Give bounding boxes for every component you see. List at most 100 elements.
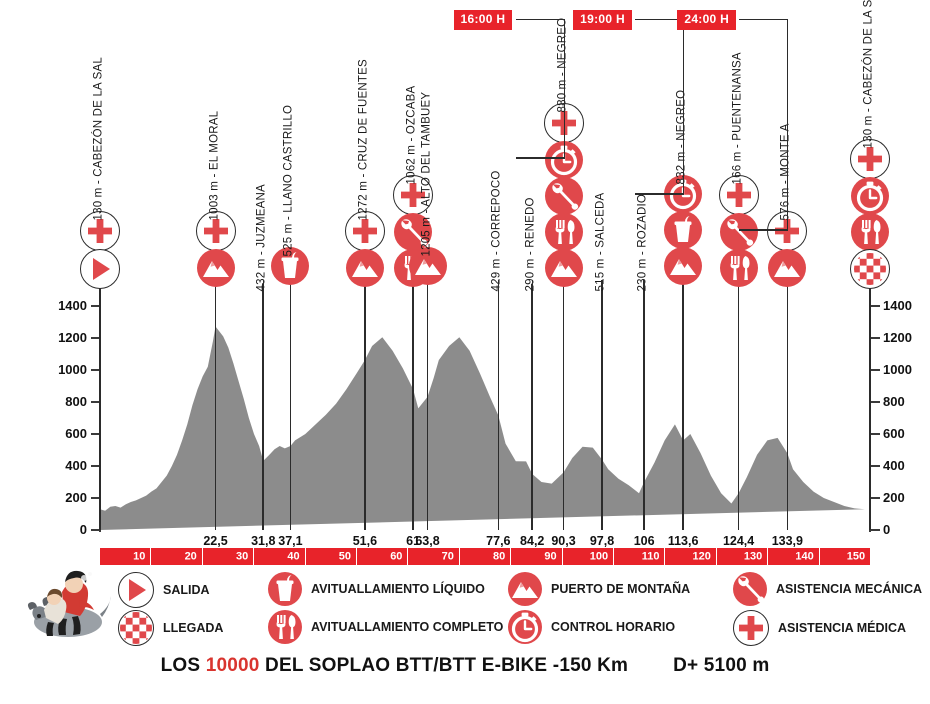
poi-leader-salceda	[601, 280, 603, 288]
liquid-feed-icon	[271, 247, 310, 285]
y-tick	[871, 529, 880, 531]
start-icon	[80, 249, 120, 289]
poi-rule-alto-del-tambuey	[426, 282, 429, 530]
poi-el-moral	[195, 211, 236, 287]
ribbon-label: 70	[441, 550, 454, 562]
full-feed-icon	[851, 213, 889, 251]
poi-label-cruz-de-fuentes: 1272 m - CRUZ DE FUENTES	[357, 59, 370, 221]
legend-label: SALIDA	[163, 583, 210, 597]
y-tick-label: 200	[883, 490, 905, 505]
finish-icon	[850, 249, 890, 289]
time-control-icon	[851, 177, 889, 215]
title-elevation-gain: D+ 5100 m	[673, 655, 770, 676]
ribbon-segment: 40	[254, 548, 306, 565]
poi-label-alto-del-tambuey: 1205 m - ALTO DEL TAMBUEY	[420, 91, 432, 257]
mountain-pass-icon	[196, 249, 235, 287]
poi-rule-salceda	[601, 284, 603, 530]
y-tick-label: 800	[883, 394, 905, 409]
y-tick-label: 1400	[58, 298, 87, 313]
poi-rule-negreo-832	[682, 282, 684, 530]
y-tick	[91, 465, 100, 467]
distance-label: 113,6	[667, 534, 699, 548]
y-tick	[91, 401, 100, 403]
poi-label-llano-castrillo: 525 m - LLANO CASTRILLO	[282, 104, 295, 257]
ribbon-label: 140	[795, 550, 814, 562]
time-checkpoint-badge: 16:00 H	[453, 10, 513, 30]
poi-label-renedo: 290 m - RENEDO	[524, 197, 537, 292]
legend-label: CONTROL HORARIO	[551, 620, 676, 634]
poi-puentenansa	[718, 175, 759, 287]
ribbon-segment: 20	[151, 548, 203, 565]
mechanical-icon	[544, 177, 583, 215]
poi-icon-stack	[408, 247, 447, 285]
time-bracket-foot	[739, 229, 788, 231]
poi-leader-rozadio	[643, 280, 645, 288]
distance-label: 77,6	[486, 534, 511, 548]
poi-rule-juzmeana	[262, 284, 265, 530]
ribbon-label: 20	[184, 550, 197, 562]
y-tick-label: 1200	[58, 330, 87, 345]
poi-rule-negreo-880	[562, 282, 565, 530]
y-tick	[871, 465, 880, 467]
medical-icon	[80, 211, 120, 251]
y-tick	[91, 369, 100, 371]
ribbon-segment: 10	[100, 548, 152, 565]
y-tick	[871, 497, 880, 499]
medical-icon	[393, 175, 434, 215]
y-tick-label: 400	[883, 458, 905, 473]
poi-rule-ozcaba	[412, 282, 414, 530]
poi-leader-juzmeana	[262, 280, 264, 288]
poi-rule-llano-castrillo	[289, 282, 292, 530]
mountain-pass-icon	[544, 249, 583, 287]
poi-label-cabezon-llegada: 130 m - CABEZÓN DE LA SAL	[862, 0, 875, 149]
y-tick	[91, 529, 100, 531]
legend-item-start: SALIDA	[118, 572, 210, 608]
legend-label: PUERTO DE MONTAÑA	[551, 582, 691, 596]
legend-item-finish: LLEGADA	[118, 610, 223, 646]
time-bracket	[739, 19, 789, 231]
ribbon-label: 90	[544, 550, 557, 562]
poi-icon-stack	[195, 211, 236, 287]
poi-llano-castrillo	[271, 247, 310, 285]
distance-label: 124,4	[722, 534, 755, 548]
mechanical-icon	[733, 572, 767, 606]
event-mascot-illustration	[22, 566, 114, 646]
medical-icon	[733, 610, 769, 646]
time-bracket-foot	[635, 193, 684, 195]
y-tick-label: 400	[65, 458, 87, 473]
distance-label: 97,8	[589, 534, 615, 548]
mountain-pass-icon	[664, 247, 703, 285]
ribbon-segment: 130	[717, 548, 769, 565]
legend-item-full-feed: AVITUALLAMIENTO COMPLETO	[268, 610, 503, 644]
legend-item-medical: ASISTENCIA MÉDICA	[733, 610, 906, 646]
icon-legend: SALIDA LLEGADA AVITUALLAMIENTO LÍQUIDO AVIT…	[118, 572, 922, 646]
legend-label: ASISTENCIA MÉDICA	[778, 621, 907, 635]
distance-label: 31,8	[251, 534, 276, 548]
y-tick	[871, 433, 880, 435]
mechanical-icon	[719, 213, 758, 251]
start-icon	[118, 572, 154, 608]
legend-item-mountain-pass: PUERTO DE MONTAÑA	[508, 572, 690, 606]
y-tick-label: 800	[65, 394, 87, 409]
legend-item-liquid-feed: AVITUALLAMIENTO LÍQUIDO	[268, 572, 485, 606]
y-tick	[871, 401, 880, 403]
poi-cruz-de-fuentes	[344, 211, 385, 287]
ribbon-label: 60	[390, 550, 403, 562]
y-tick	[91, 337, 100, 339]
title-prefix: LOS	[160, 655, 201, 676]
y-tick-label: 0	[883, 522, 891, 537]
poi-leader-correpoco	[497, 280, 500, 288]
poi-rule-correpoco	[497, 284, 500, 530]
ribbon-segment: 140	[768, 548, 820, 565]
poi-alto-del-tambuey	[408, 247, 447, 285]
ribbon-segment: 70	[408, 548, 460, 565]
poi-rule-rozadio	[643, 284, 645, 530]
distance-label: 90,3	[551, 534, 576, 548]
full-feed-icon	[268, 610, 302, 644]
time-checkpoint-badge: 24:00 H	[677, 10, 737, 30]
ribbon-label: 10	[133, 550, 146, 562]
ribbon-segment: 110	[614, 548, 666, 565]
ribbon-label: 30	[235, 550, 249, 562]
ribbon-segment: 60	[357, 548, 409, 565]
full-feed-icon	[544, 213, 583, 251]
